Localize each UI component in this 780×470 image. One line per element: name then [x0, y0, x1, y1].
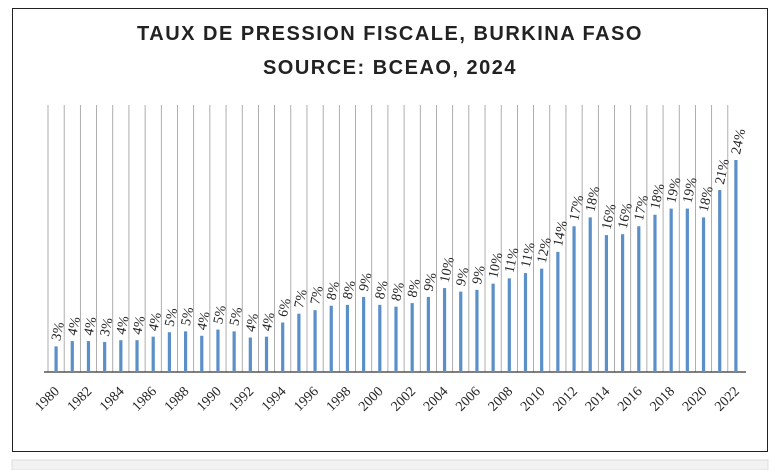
bar [216, 329, 220, 372]
value-label: 8% [373, 279, 392, 301]
bar [167, 332, 171, 372]
value-label: 4% [66, 315, 85, 337]
bar [442, 288, 447, 372]
value-label: 8% [389, 281, 408, 303]
bar [119, 340, 123, 372]
bar [345, 304, 350, 372]
bar [362, 296, 366, 372]
bar [475, 289, 479, 372]
value-label: 4% [130, 314, 149, 336]
chart-frame [12, 8, 768, 452]
value-label: 9% [422, 271, 441, 293]
value-label: 8% [341, 279, 360, 301]
value-label: 18% [648, 182, 668, 211]
bar [637, 226, 641, 372]
bar [378, 304, 382, 372]
value-label: 19% [681, 176, 701, 205]
value-label: 3% [98, 316, 117, 338]
value-label: 4% [146, 311, 165, 333]
value-label: 5% [163, 306, 182, 328]
bar [556, 251, 560, 372]
value-label: 24% [729, 127, 749, 156]
value-label: 11% [503, 246, 523, 274]
bar [410, 303, 414, 372]
bar [734, 160, 738, 372]
bar [459, 291, 463, 372]
value-label: 4% [114, 314, 133, 336]
value-label: 11% [519, 241, 539, 269]
value-label: 9% [454, 266, 473, 288]
value-label: 18% [697, 185, 717, 214]
bar [588, 217, 592, 372]
value-label: 19% [664, 176, 684, 205]
value-label: 9% [470, 264, 489, 286]
bar [685, 208, 689, 372]
value-label: 5% [179, 305, 198, 327]
value-label: 6% [276, 297, 295, 319]
value-label: 4% [195, 310, 214, 332]
value-label: 10% [438, 255, 458, 284]
bar [248, 337, 252, 372]
value-label: 4% [244, 312, 263, 334]
value-label: 14% [551, 219, 571, 248]
value-label: 7% [308, 284, 327, 306]
bar [313, 310, 317, 372]
bar [200, 335, 204, 372]
bar [264, 336, 269, 372]
bar [281, 322, 285, 372]
bar [669, 208, 673, 372]
value-label: 17% [567, 194, 587, 223]
bar [297, 313, 301, 372]
value-label: 3% [49, 321, 68, 343]
value-label: 18% [583, 185, 603, 214]
bar [329, 305, 333, 372]
bar [701, 217, 706, 372]
value-label: 5% [211, 304, 230, 326]
bar [718, 190, 722, 372]
value-label: 7% [292, 288, 311, 310]
bar [103, 341, 107, 372]
bar [54, 346, 58, 372]
bar [70, 341, 74, 372]
bar [86, 341, 91, 372]
bar [621, 234, 625, 372]
value-label: 10% [486, 251, 506, 280]
bar [604, 235, 609, 372]
bar [523, 273, 528, 372]
chart-subtitle: SOURCE: BCEAO, 2024 [263, 57, 517, 79]
value-label: 4% [260, 311, 279, 333]
footer-strip [11, 459, 769, 470]
bar [491, 283, 495, 372]
bar [151, 336, 155, 372]
value-label: 16% [616, 201, 636, 230]
bar [183, 331, 188, 372]
bar [540, 268, 544, 372]
bar [135, 340, 139, 372]
bar [653, 214, 657, 372]
value-label: 17% [632, 194, 652, 223]
bar [572, 226, 576, 372]
value-label: 9% [357, 271, 376, 293]
value-label: 21% [713, 157, 733, 186]
value-label: 4% [82, 315, 101, 337]
value-label: 5% [227, 305, 246, 327]
value-label: 12% [535, 236, 555, 265]
bar [232, 331, 236, 372]
value-label: 8% [405, 277, 424, 299]
value-label: 16% [600, 202, 620, 231]
bar [394, 306, 398, 372]
value-label: 8% [324, 280, 343, 302]
bar [507, 278, 511, 372]
bar [426, 296, 430, 372]
chart-title: TAUX DE PRESSION FISCALE, BURKINA FASO [137, 23, 643, 45]
